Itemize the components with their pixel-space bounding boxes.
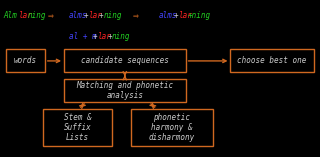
Text: candidate sequences: candidate sequences [81,56,169,65]
Text: ning: ning [28,11,47,20]
Text: lar: lar [179,11,192,20]
FancyBboxPatch shape [64,79,186,102]
Text: lar: lar [19,11,32,20]
Text: +: + [107,32,112,41]
Text: lar: lar [89,11,103,20]
FancyBboxPatch shape [131,109,213,146]
Text: words: words [14,56,37,65]
Text: ning: ning [103,11,122,20]
Text: +: + [84,11,89,20]
Text: +: + [99,11,103,20]
FancyBboxPatch shape [230,49,314,72]
Text: Alm: Alm [4,11,18,20]
FancyBboxPatch shape [6,49,45,72]
Text: alms: alms [69,11,87,20]
Text: ning: ning [112,32,131,41]
FancyBboxPatch shape [64,49,186,72]
Text: alms: alms [158,11,177,20]
Text: +: + [174,11,178,20]
Text: +: + [93,32,97,41]
Text: lar: lar [98,32,111,41]
Text: choose best one: choose best one [237,56,307,65]
Text: al + m: al + m [69,32,97,41]
Text: Stem &
Suffix
Lists: Stem & Suffix Lists [64,113,92,142]
Text: phonetic
harmony &
disharmony: phonetic harmony & disharmony [149,113,195,142]
FancyBboxPatch shape [43,109,112,146]
Text: +ning: +ning [188,11,211,20]
Text: ⇒: ⇒ [47,11,53,21]
Text: ⇒: ⇒ [133,11,139,21]
Text: Matching and phonetic
analysis: Matching and phonetic analysis [76,81,173,100]
